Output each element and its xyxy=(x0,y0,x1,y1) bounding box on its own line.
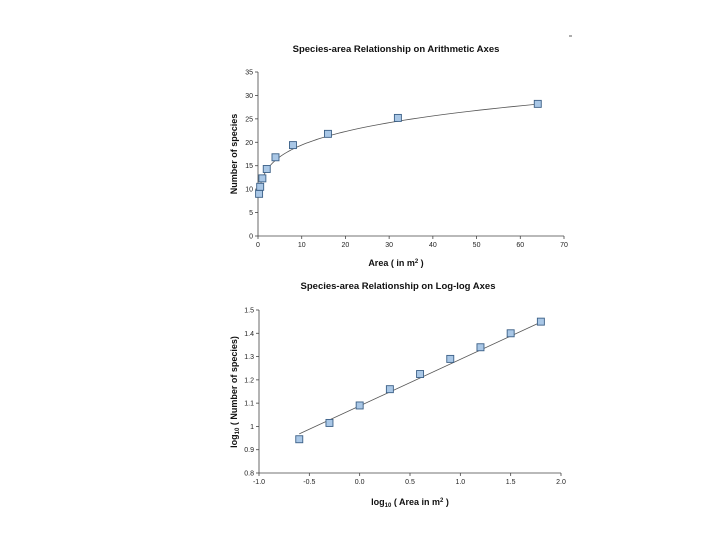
loglog-y-tick-label: 1.5 xyxy=(244,308,254,315)
loglog-chart-title: Species-area Relationship on Log-log Axe… xyxy=(301,281,496,292)
arithmetic-y-tick-label: 5 xyxy=(249,210,253,217)
loglog-y-tick-label: 1 xyxy=(250,424,254,431)
loglog-fit-line xyxy=(299,321,542,435)
arithmetic-x-tick-label: 10 xyxy=(298,242,306,249)
loglog-data-point xyxy=(536,317,545,326)
loglog-data-point xyxy=(446,354,455,363)
loglog-y-tick-label: 1.3 xyxy=(244,354,254,361)
loglog-tick-labels: -1.0 -0.5 0.0 0.5 1.0 1.5 2.0 0.8 0.9 1 1.1 1.2 1.3 1… xyxy=(244,308,566,487)
arithmetic-y-tick-label: 0 xyxy=(249,234,253,241)
arithmetic-chart-title: Species-area Relationship on Arithmetic … xyxy=(293,44,500,55)
loglog-x-axis-label: log10 ( Area in m2 ) xyxy=(371,497,449,509)
arithmetic-x-tick-label: 60 xyxy=(516,242,524,249)
arithmetic-y-tick-label: 35 xyxy=(245,70,253,77)
loglog-y-tick-label: 1.2 xyxy=(244,377,254,384)
arithmetic-data-point xyxy=(289,141,297,150)
loglog-x-tick-label: 1.5 xyxy=(506,479,516,486)
loglog-x-tick-label: 0.5 xyxy=(405,479,415,486)
loglog-data-point xyxy=(476,343,485,352)
loglog-x-tick-label: -1.0 xyxy=(253,479,265,486)
arithmetic-axes xyxy=(255,71,565,239)
arithmetic-x-axis-label: Area ( in m2 ) xyxy=(368,258,423,268)
arithmetic-data-point xyxy=(256,182,265,191)
arithmetic-y-tick-label: 15 xyxy=(245,163,253,170)
loglog-x-tick-label: -0.5 xyxy=(303,479,315,486)
loglog-x-tick-label: 2.0 xyxy=(556,479,566,486)
arithmetic-x-tick-label: 40 xyxy=(429,242,437,249)
arithmetic-y-tick-label: 20 xyxy=(245,140,253,147)
arithmetic-data-point xyxy=(258,174,267,183)
arithmetic-x-tick-label: 50 xyxy=(473,242,481,249)
arithmetic-x-tick-label: 70 xyxy=(560,242,568,249)
arithmetic-data-point xyxy=(271,153,280,162)
loglog-fit-line-group xyxy=(299,321,542,435)
loglog-x-tick-label: 1.0 xyxy=(455,479,465,486)
arithmetic-x-tick-label: 30 xyxy=(385,242,393,249)
loglog-y-tick-label: 1.1 xyxy=(244,401,254,408)
loglog-data-point xyxy=(385,385,394,394)
arithmetic-y-axis-label: Number of species xyxy=(229,114,239,195)
loglog-y-tick-label: 1.4 xyxy=(244,331,254,338)
arithmetic-y-tick-label: 25 xyxy=(245,116,253,123)
loglog-data-point xyxy=(506,329,515,338)
loglog-x-tick-label: 0.0 xyxy=(355,479,365,486)
arithmetic-x-tick-label: 0 xyxy=(256,242,260,249)
arithmetic-data-point xyxy=(255,189,264,198)
arithmetic-x-tick-label: 20 xyxy=(342,242,350,249)
arithmetic-y-tick-label: 10 xyxy=(245,187,253,194)
loglog-data-point xyxy=(295,435,304,444)
arithmetic-points xyxy=(255,99,542,198)
loglog-data-point xyxy=(325,418,334,427)
arithmetic-y-tick-label: 30 xyxy=(245,93,253,100)
loglog-data-point xyxy=(416,370,425,378)
arithmetic-data-point xyxy=(262,165,271,173)
arithmetic-data-point xyxy=(393,113,402,122)
loglog-data-point xyxy=(355,401,364,410)
arithmetic-data-point xyxy=(323,129,332,138)
loglog-y-axis-label: log10 ( Number of species) xyxy=(229,336,241,448)
loglog-points xyxy=(295,317,545,444)
loglog-y-tick-label: 0.8 xyxy=(244,471,254,478)
arithmetic-data-point xyxy=(533,99,542,108)
loglog-y-tick-label: 0.9 xyxy=(244,447,254,454)
arithmetic-tick-labels: 0 10 20 30 40 50 60 70 0 5 10 15 20 25 30 35 xyxy=(245,70,568,250)
loglog-axes xyxy=(256,309,562,476)
loglog-chart: Species-area Relationship on Log-log Axe… xyxy=(229,281,566,509)
arithmetic-chart: Species-area Relationship on Arithmetic … xyxy=(229,44,568,268)
